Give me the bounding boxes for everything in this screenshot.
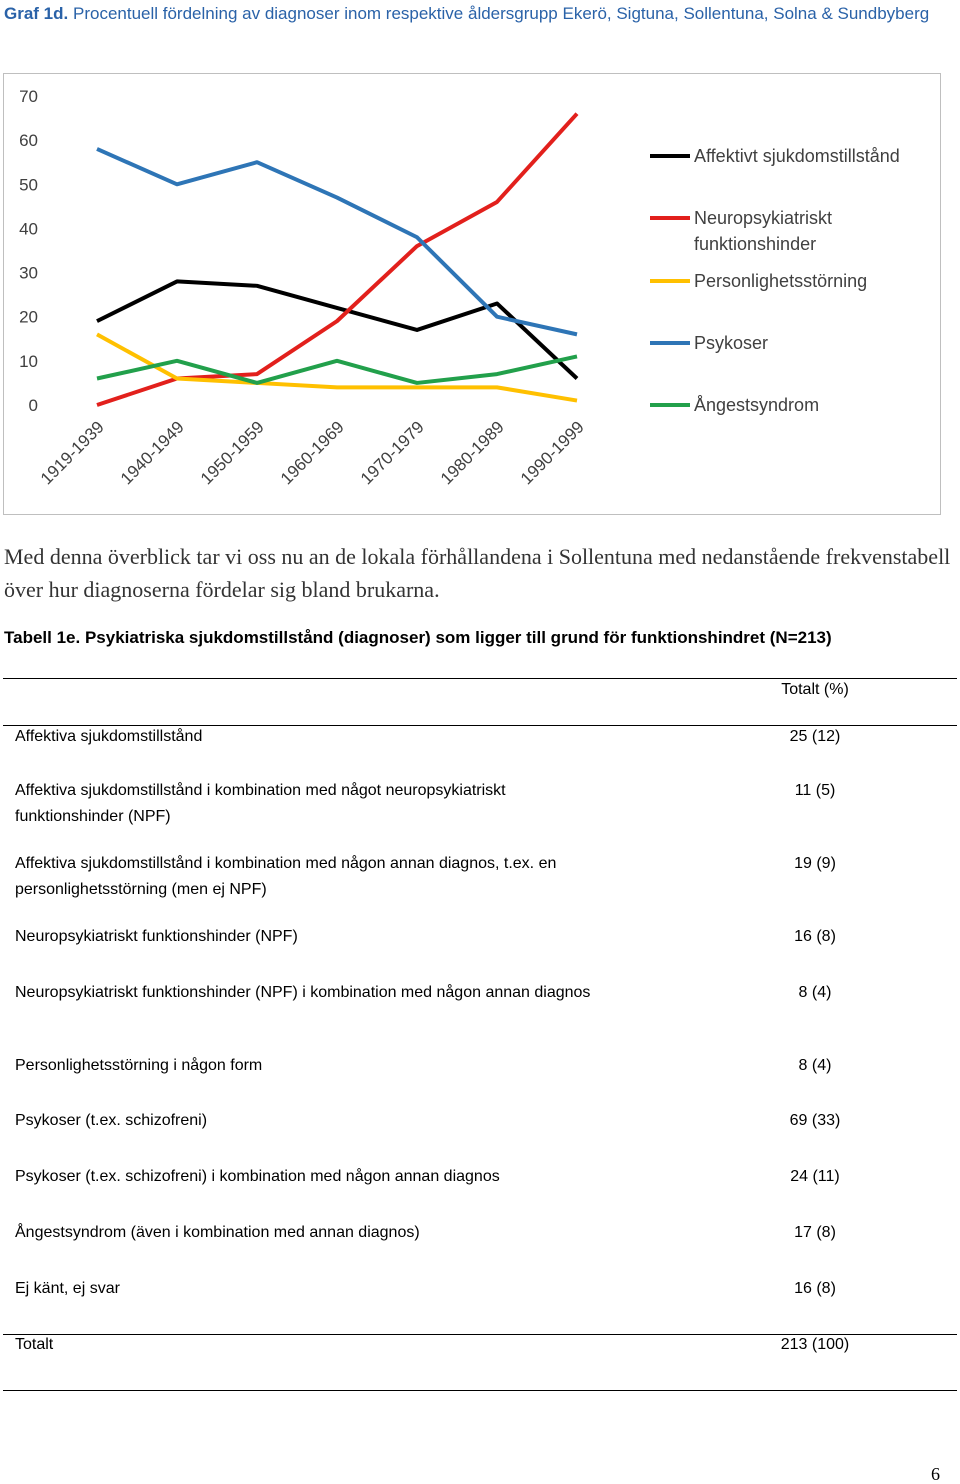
chart-frame <box>3 73 941 515</box>
table-row-label: Personlighetsstörning i någon form <box>15 1057 263 1074</box>
table-row-label: Affektiva sjukdomstillstånd i kombinatio… <box>15 855 557 898</box>
y-tick-label: 30 <box>19 264 38 283</box>
page-number: 6 <box>931 1464 940 1484</box>
legend-label: Personlighetsstörning <box>694 271 868 291</box>
table-row-label: Totalt <box>15 1336 54 1353</box>
table-row-value: 25 (12) <box>789 728 841 745</box>
legend-label: Neuropsykiatriskt funktionshinder <box>694 208 833 254</box>
y-tick-label: 0 <box>29 396 38 415</box>
table-row-label: Psykoser (t.ex. schizofreni) <box>15 1112 208 1129</box>
table-caption: Tabell 1e. Psykiatriska sjukdomstillstån… <box>4 628 832 647</box>
table-row-label: Affektiva sjukdomstillstånd <box>15 728 203 745</box>
x-tick-label: 1960-1969 <box>277 417 348 488</box>
legend-label: Ångestsyndrom <box>694 395 820 415</box>
y-tick-label: 40 <box>19 219 38 238</box>
table-header: Totalt (%) <box>781 681 849 698</box>
table-row-value: 17 (8) <box>794 1224 836 1241</box>
table-row-value: 24 (11) <box>790 1168 840 1185</box>
series-line <box>96 147 578 337</box>
series-line <box>96 354 578 385</box>
y-tick-label: 10 <box>19 352 38 371</box>
table-row-value: 69 (33) <box>789 1112 841 1129</box>
table-row-value: 11 (5) <box>794 782 836 799</box>
table-row-value: 213 (100) <box>780 1336 850 1353</box>
y-tick-label: 20 <box>19 308 38 327</box>
title-text: Procentuell fördelning av diagnoser inom… <box>72 4 930 23</box>
legend-label: Psykoser <box>694 333 769 353</box>
table-row-value: 8 (4) <box>798 1057 832 1074</box>
y-tick-label: 60 <box>19 131 38 150</box>
table-row-label: Ej känt, ej svar <box>15 1280 120 1297</box>
table-row-value: 16 (8) <box>794 1280 836 1297</box>
chart-title: Graf 1d. Procentuell fördelning av diagn… <box>4 0 954 28</box>
rule <box>3 1334 957 1335</box>
series-line <box>96 279 579 380</box>
y-tick-label: 50 <box>19 175 38 194</box>
table-row-value: 16 (8) <box>794 928 836 945</box>
legend-label: Affektivt sjukdomstillstånd <box>694 146 900 166</box>
x-tick-label: 1950-1959 <box>197 417 268 488</box>
figure-label: Graf 1d. <box>4 4 69 23</box>
table-row-value: 19 (9) <box>794 855 836 872</box>
table-row-label: Affektiva sjukdomstillstånd i kombinatio… <box>15 782 506 825</box>
x-tick-label: 1940-1949 <box>117 417 188 488</box>
rule <box>3 725 957 726</box>
table-row-label: Ångestsyndrom (även i kombination med an… <box>15 1224 420 1241</box>
series-line <box>96 332 578 403</box>
table-row-value: 8 (4) <box>798 984 832 1001</box>
chart: 0 10 20 30 40 50 60 70 1919-1939 1940-1949 1950-19… <box>19 87 690 488</box>
table-row-label: Neuropsykiatriskt funktionshinder (NPF) … <box>15 984 591 1001</box>
y-tick-label: 70 <box>19 87 38 106</box>
paragraph: Med denna överblick tar vi oss nu an de … <box>4 544 951 602</box>
x-tick-label: 1970-1979 <box>357 417 428 488</box>
x-tick-label: 1990-1999 <box>517 417 588 488</box>
rule <box>3 678 957 679</box>
table-row-label: Neuropsykiatriskt funktionshinder (NPF) <box>15 928 298 945</box>
x-tick-label: 1919-1939 <box>37 417 108 488</box>
rule <box>3 1390 957 1391</box>
x-tick-label: 1980-1989 <box>437 417 508 488</box>
table-row-label: Psykoser (t.ex. schizofreni) i kombinati… <box>15 1168 500 1185</box>
